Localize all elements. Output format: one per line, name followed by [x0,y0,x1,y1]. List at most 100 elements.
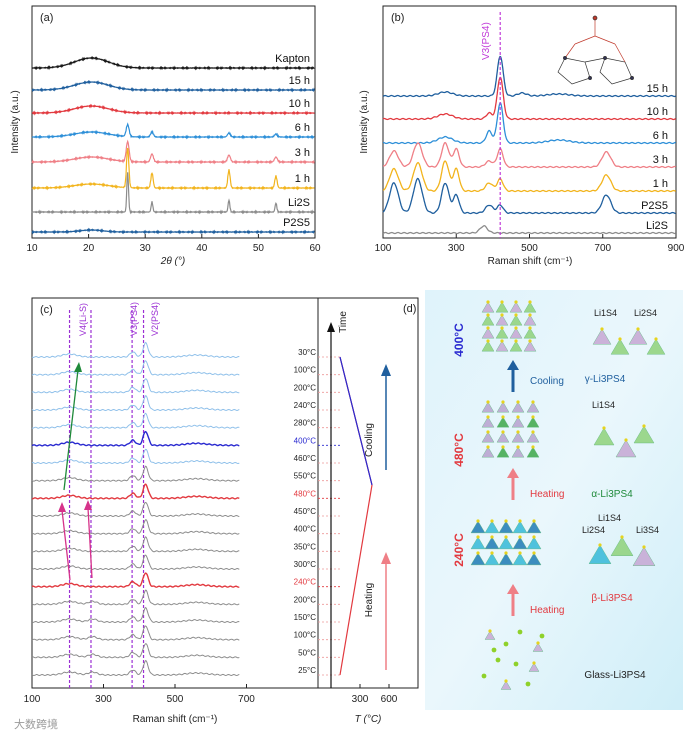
c-xtick-label: 500 [167,694,184,705]
b-series-line [383,102,676,145]
temp-240: 240°C [452,533,466,567]
c-series-label: 30°C [298,348,316,357]
site-label-gamma-li1: Li1S4 [594,308,617,318]
panel-d: (d) 400°C 480°C 240°C Cooling Heating He… [403,290,683,710]
a-series-line [31,172,315,215]
sulfur-atom [516,445,520,449]
gamma-tetrahedron [509,340,523,352]
gamma-site-tetrahedron [646,338,666,355]
heating-step-label-2: Heating [530,605,564,616]
c-series-label: 200°C [294,383,317,392]
beta-site-tetrahedron [632,546,656,566]
sulfur-atom [486,339,490,343]
c-series-label: 50°C [298,648,316,657]
alpha-tetrahedron [526,416,540,428]
sulfur-atom [514,300,518,304]
sulfur-atom [532,519,536,523]
sulfur-atom [476,519,480,523]
sulfur-atom [500,313,504,317]
c-series-line [31,360,240,376]
sulfur-atom [528,313,532,317]
a-series-label: Kapton [275,53,310,65]
c-series-label: 100°C [294,366,317,375]
v2-ps4-annotation-c: V2(PS4) [150,302,160,336]
c-series-label: 240°C [294,578,317,587]
sulfur-atom [598,543,602,547]
gamma-tetrahedron [523,327,537,339]
gamma-tetrahedron [481,327,495,339]
b-series-label: 6 h [653,130,668,142]
gamma-tetrahedron [495,327,509,339]
c-series-line [31,519,240,535]
panel-c-x2label: T (°C) [355,714,382,725]
site-label-beta-li2: Li2S4 [582,525,605,535]
gamma-tetrahedron [495,340,509,352]
panel-a-label: (a) [40,12,53,24]
sulfur-atom [516,415,520,419]
sulfur-atom [516,400,520,404]
sulfur-atom [624,438,628,442]
c-series-line [31,465,240,482]
gamma-tetrahedron [481,301,495,313]
cooling-step-label: Cooling [530,376,564,387]
a-series-label: 3 h [295,147,310,159]
lithium-atom [481,673,487,679]
lithium-atom [491,647,497,653]
sulfur-atom [486,400,490,404]
cooling-arrow-label: Cooling [364,423,375,457]
c-series-line [31,412,240,429]
lithium-atom [503,641,509,647]
a-series-label: 15 h [289,75,310,87]
c-series-label: 100°C [294,631,317,640]
a-series-label: 6 h [295,122,310,134]
sulfur-atom [532,535,536,539]
c-series-line [31,430,240,447]
magenta-shift-arrow-2 [87,507,93,579]
c-xtick-label: 300 [95,694,112,705]
panel-c-xlabel: Raman shift (cm⁻¹) [133,714,218,725]
b-series-label: 10 h [647,106,668,118]
alpha-tetrahedron [496,401,510,413]
beta-tetrahedron [526,536,542,550]
c-series-label: 300°C [294,560,317,569]
c-series-line [31,572,240,588]
gamma-tetrahedron [509,301,523,313]
sulfur-atom [488,629,492,633]
sulfur-atom [501,415,505,419]
sulfur-atom [504,519,508,523]
alpha-tetrahedron [481,416,495,428]
alpha-site-tetrahedron [593,427,615,446]
sulfur-atom [501,445,505,449]
sulfur-atom [490,519,494,523]
c-series-label: 550°C [294,472,317,481]
sulfur-atom [486,300,490,304]
beta-tetrahedron [526,552,542,566]
sulfur-atom [486,313,490,317]
c-series-line [31,606,240,624]
c-series-label: 280°C [294,419,317,428]
c-series-line [31,395,240,412]
a-series-line [31,79,315,93]
a-xtick-label: 60 [309,243,321,254]
alpha-tetrahedron [481,401,495,413]
beta-tetrahedron [484,520,500,534]
c-series-line [31,589,240,606]
c-series-label: 350°C [294,542,317,551]
a-series-line [31,227,315,235]
alpha-tetrahedron [511,416,525,428]
c-series-label: 460°C [294,454,317,463]
c-series-label: 240°C [294,401,317,410]
sulfur-atom [528,326,532,330]
heating-arrow-label: Heating [364,583,375,617]
sulfur-atom [531,430,535,434]
sulfur-atom [536,641,540,645]
lithium-atom [517,629,523,635]
b-series-line [382,177,676,215]
gamma-site-tetrahedron [592,328,612,345]
beta-tetrahedron [484,536,500,550]
gamma-site-tetrahedron [610,338,630,355]
c-series-line [31,625,240,641]
gamma-tetrahedron [495,314,509,326]
phase-alpha: α-Li3PS4 [591,489,633,500]
